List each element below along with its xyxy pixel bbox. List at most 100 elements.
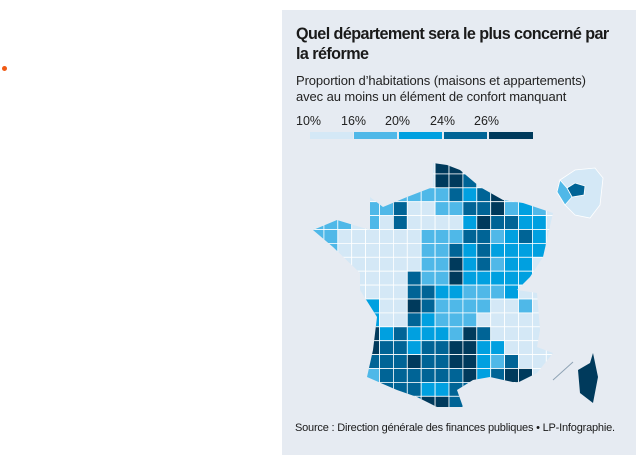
department-cell <box>504 256 519 272</box>
department-cell <box>448 242 464 258</box>
department-cell <box>462 229 478 244</box>
department-cell <box>434 381 450 397</box>
department-cell <box>351 270 367 286</box>
department-cell <box>313 215 325 230</box>
department-cell <box>476 163 492 175</box>
infographic-subtitle: Proportion d’habitations (maisons et app… <box>296 73 626 105</box>
department-cell <box>448 284 464 300</box>
department-cell <box>518 201 533 216</box>
department-cell <box>379 256 394 272</box>
department-cell <box>518 326 533 342</box>
department-cell <box>476 215 492 230</box>
department-cell <box>406 173 422 189</box>
department-cell <box>420 173 436 189</box>
department-cell <box>434 173 450 189</box>
department-cell <box>365 201 380 216</box>
legend-swatch-1 <box>310 132 353 139</box>
department-cell <box>490 326 506 342</box>
department-cell <box>476 229 492 244</box>
department-cell <box>392 340 408 356</box>
department-cell <box>313 163 325 175</box>
department-cell <box>476 242 492 258</box>
department-cell <box>434 298 450 314</box>
department-cell <box>504 242 519 258</box>
department-cell <box>504 163 519 175</box>
department-cell <box>351 242 367 258</box>
department-cell <box>448 270 464 286</box>
department-cell <box>379 242 394 258</box>
legend-label-20: 20% <box>385 114 411 128</box>
department-cell <box>545 326 553 342</box>
department-cell <box>490 368 506 383</box>
department-cell <box>476 201 492 216</box>
department-cell <box>323 284 339 300</box>
department-cell <box>406 368 422 383</box>
department-cell <box>323 326 339 342</box>
department-cell <box>490 242 506 258</box>
department-cell <box>476 368 492 383</box>
department-cell <box>365 215 380 230</box>
department-cell <box>313 284 325 300</box>
department-cell <box>518 395 533 407</box>
department-cell <box>392 187 408 203</box>
department-cell <box>476 354 492 369</box>
department-cell <box>337 229 353 244</box>
department-cell <box>392 242 408 258</box>
department-cell <box>379 326 394 342</box>
department-cell <box>490 215 506 230</box>
department-cell <box>365 395 380 407</box>
department-cell <box>532 381 547 397</box>
department-cell <box>379 163 394 175</box>
department-cell <box>532 215 547 230</box>
department-cell <box>462 201 478 216</box>
department-cell <box>434 270 450 286</box>
department-cell <box>351 187 367 203</box>
department-cell <box>351 312 367 328</box>
department-cell <box>365 270 380 286</box>
department-cell <box>504 270 519 286</box>
department-cell <box>379 201 394 216</box>
department-cell <box>434 284 450 300</box>
department-cell <box>420 163 436 175</box>
department-cell <box>462 173 478 189</box>
department-cell <box>406 163 422 175</box>
department-cell <box>392 256 408 272</box>
department-cell <box>504 381 519 397</box>
department-cell <box>351 395 367 407</box>
department-cell <box>379 340 394 356</box>
department-cell <box>379 312 394 328</box>
department-cell <box>351 298 367 314</box>
department-cell <box>448 187 464 203</box>
department-cell <box>462 163 478 175</box>
department-cell <box>518 187 533 203</box>
department-cell <box>532 242 547 258</box>
department-cell <box>532 173 547 189</box>
department-cell <box>351 284 367 300</box>
department-cell <box>351 173 367 189</box>
department-cell <box>313 229 325 244</box>
department-cell <box>406 201 422 216</box>
department-cell <box>406 312 422 328</box>
department-cell <box>337 201 353 216</box>
department-cell <box>462 368 478 383</box>
department-cell <box>490 381 506 397</box>
department-cell <box>351 340 367 356</box>
department-cell <box>379 187 394 203</box>
department-cell <box>337 242 353 258</box>
legend-swatch-5 <box>489 132 533 139</box>
department-cell <box>379 395 394 407</box>
department-cell <box>420 340 436 356</box>
department-cell <box>532 270 547 286</box>
department-cell <box>448 312 464 328</box>
department-cell <box>490 229 506 244</box>
department-cell <box>518 312 533 328</box>
department-cell <box>365 256 380 272</box>
department-cell <box>420 298 436 314</box>
department-cell <box>504 215 519 230</box>
department-cell <box>323 298 339 314</box>
department-cell <box>476 326 492 342</box>
department-cell <box>365 229 380 244</box>
department-cell <box>532 354 547 369</box>
department-cell <box>365 340 380 356</box>
orange-bullet-dot <box>2 66 7 71</box>
